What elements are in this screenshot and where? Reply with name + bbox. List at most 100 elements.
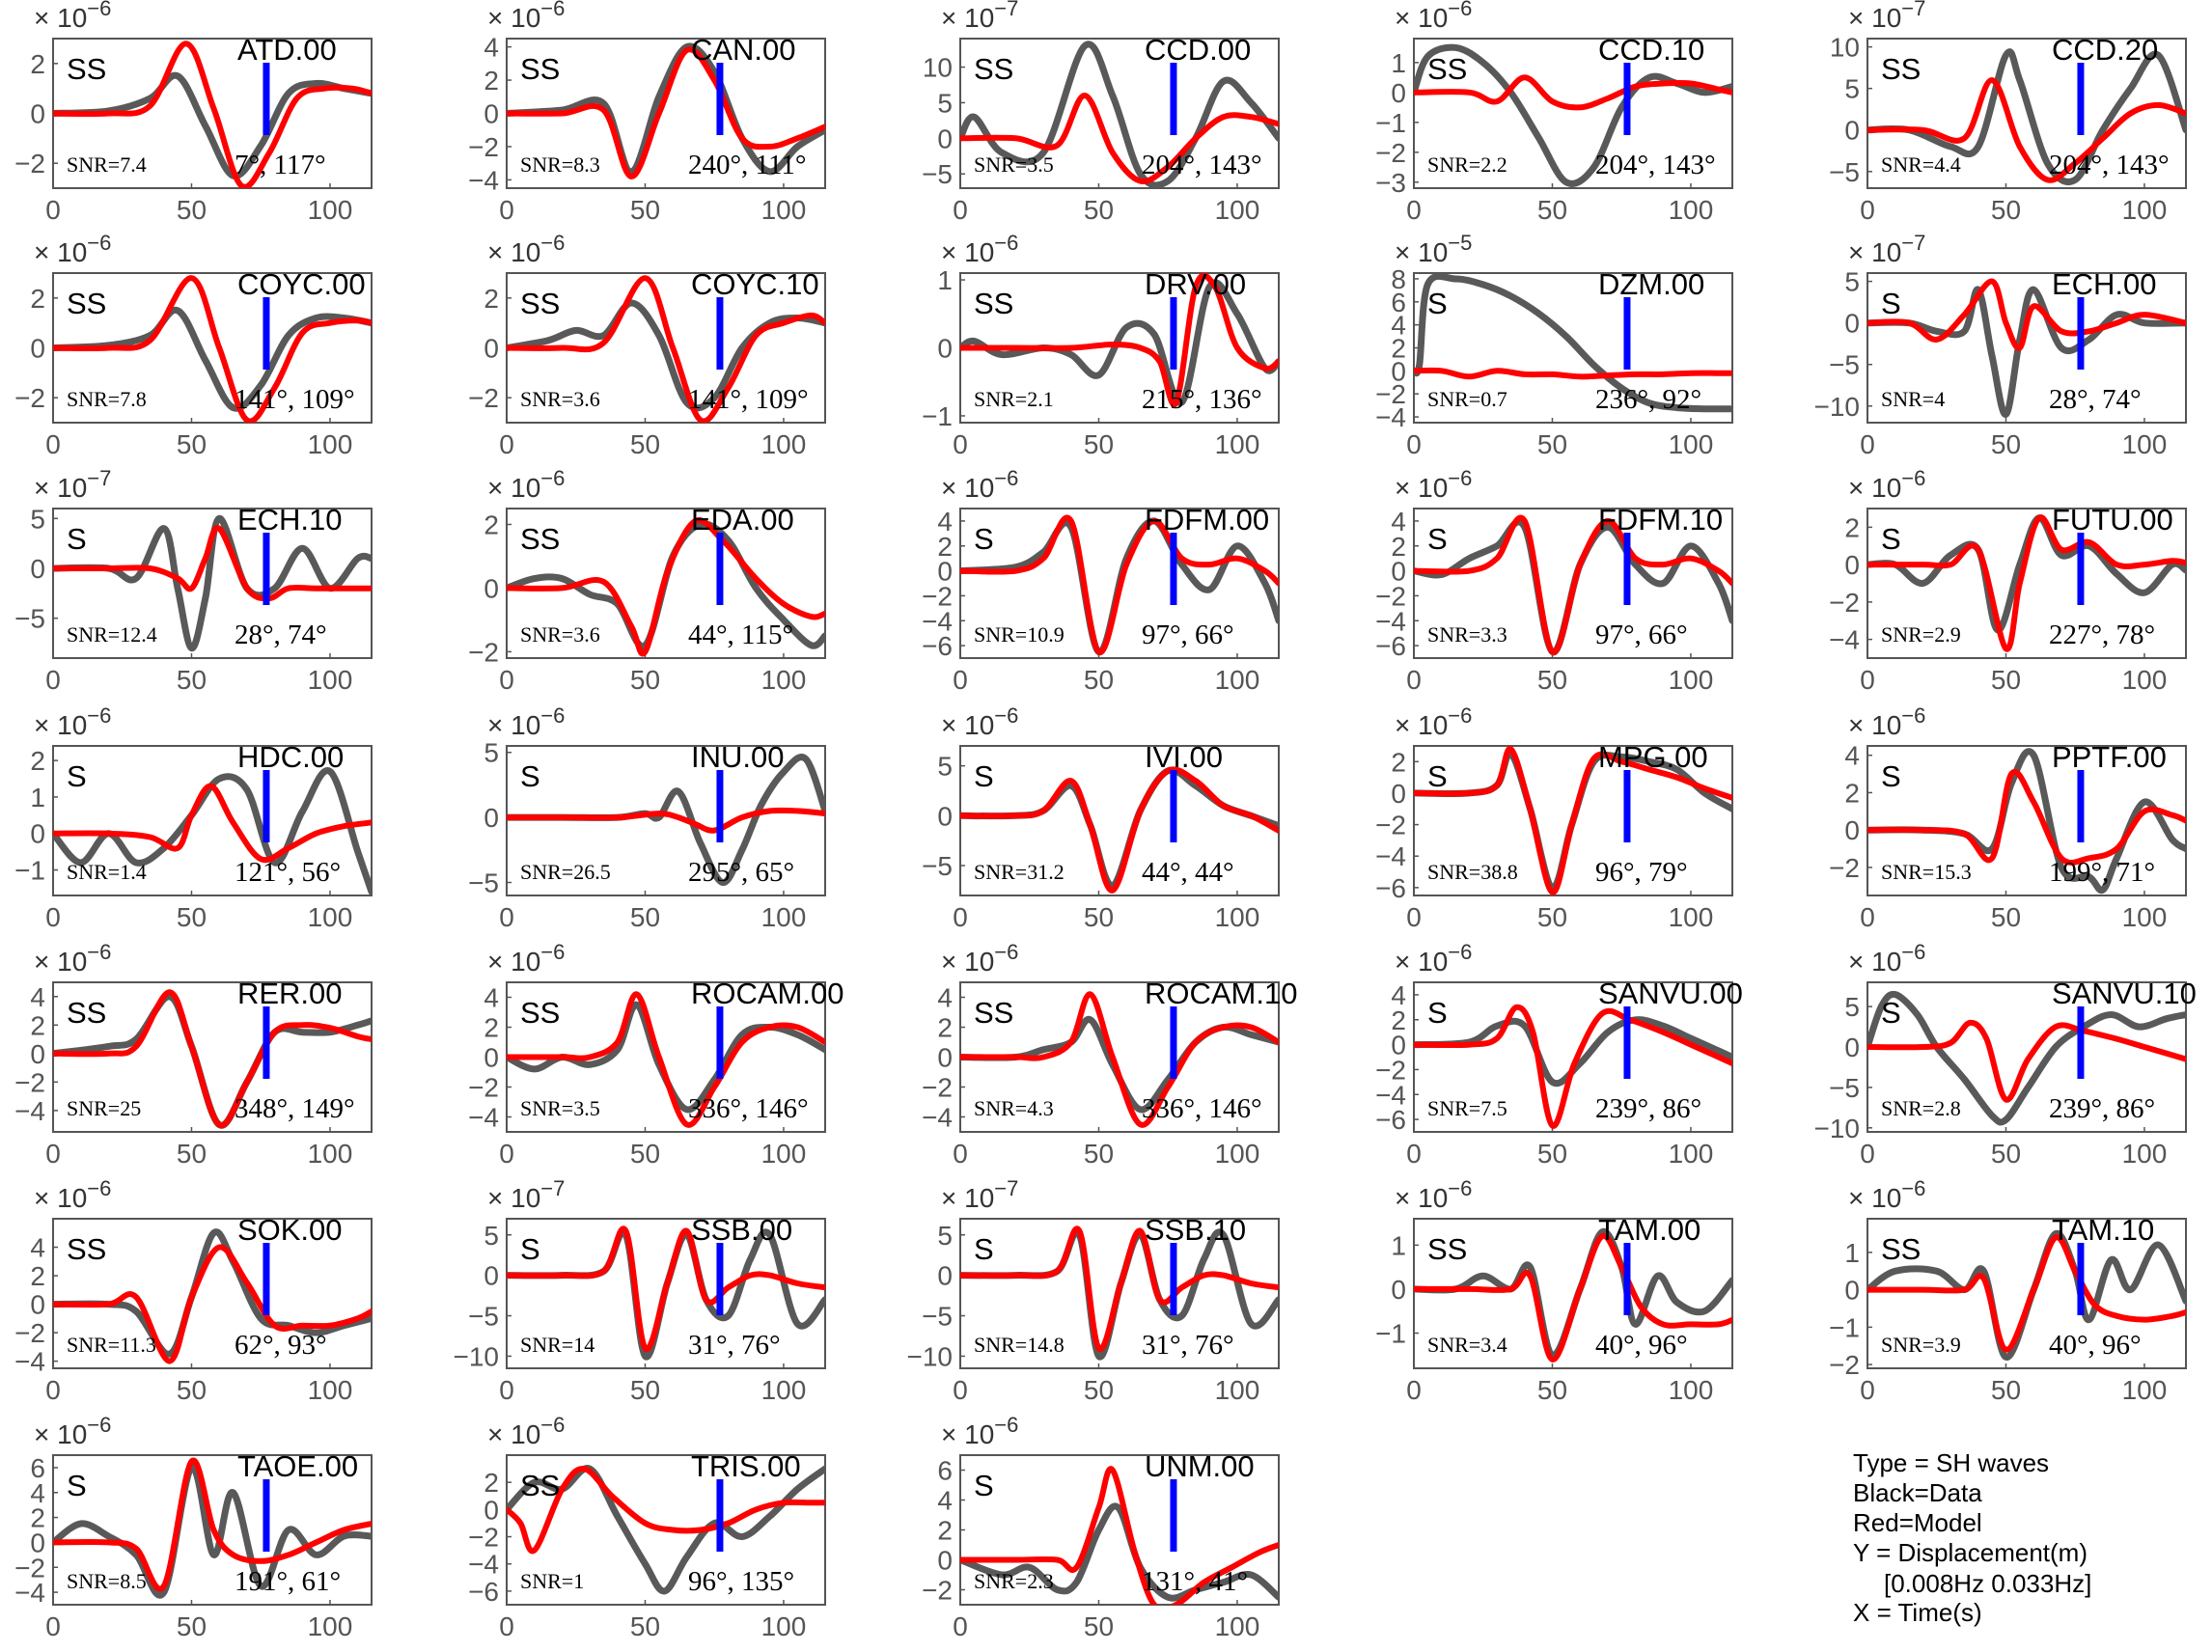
y-tick-label: 0 (30, 1039, 45, 1069)
y-exponent-label: × 10−6 (34, 0, 111, 33)
x-tick-label: 50 (630, 1611, 660, 1641)
y-tick-label: −2 (922, 1576, 953, 1606)
y-tick-label: 0 (30, 1528, 45, 1557)
x-tick-label: 100 (1669, 1375, 1714, 1405)
y-exponent-label: × 10−6 (1395, 703, 1472, 740)
panel-ech-10: 0 50 100 −5 0 5× 10−7 S ECH.10 SNR=12.4 28°, 74° (14, 466, 373, 695)
model-waveform-line (1414, 1232, 1732, 1363)
angles-label: 97°, 66° (1595, 620, 1688, 650)
x-tick-label: 100 (308, 1375, 353, 1405)
y-exponent-label: × 10−6 (1848, 1176, 1925, 1213)
y-tick-label: −5 (1829, 1073, 1860, 1103)
snr-label: SNR=15.3 (1881, 860, 1972, 884)
x-tick-label: 50 (630, 195, 660, 225)
x-tick-label: 0 (1406, 1139, 1422, 1169)
panel-futu-00: 0 50 100 −4 −2 0 2 × 10−6 S FUTU.00 SNR=2.9 227°, 7… (1829, 466, 2187, 695)
x-tick-label: 0 (953, 429, 968, 459)
station-label: COYC.10 (691, 267, 819, 301)
y-tick-label: 0 (30, 334, 45, 364)
x-tick-label: 50 (1084, 1139, 1114, 1169)
snr-label: SNR=3.4 (1427, 1333, 1507, 1357)
y-exponent-label: × 10−6 (1395, 940, 1472, 977)
y-tick-label: 0 (484, 1043, 499, 1073)
x-tick-label: 100 (1215, 665, 1260, 695)
x-tick-label: 50 (1991, 1375, 2021, 1405)
x-tick-label: 50 (630, 902, 660, 932)
snr-label: SNR=14.8 (974, 1333, 1065, 1357)
x-tick-label: 50 (177, 902, 207, 932)
x-tick-label: 100 (1669, 902, 1714, 932)
snr-label: SNR=11.3 (67, 1333, 156, 1357)
axes-box (506, 1454, 826, 1606)
phase-label: S (1881, 522, 1901, 556)
y-exponent-label: × 10−6 (34, 1413, 111, 1449)
x-tick-label: 0 (1860, 1139, 1875, 1169)
y-tick-label: −5 (922, 159, 953, 189)
y-tick-label: 0 (30, 1290, 45, 1320)
snr-label: SNR=2.8 (1881, 1096, 1961, 1120)
model-waveform-line (960, 1225, 1279, 1352)
panel-tam-10: 0 50 100 −2 −1 0 1 × 10−6 SS TAM.10 SNR=3.9 40°, 96… (1829, 1176, 2187, 1405)
y-tick-label: −4 (1829, 625, 1860, 655)
y-tick-label: −6 (468, 1577, 499, 1607)
y-tick-label: 2 (937, 1013, 953, 1043)
x-tick-label: 100 (308, 1611, 353, 1641)
y-tick-label: 0 (937, 1546, 953, 1576)
x-tick-label: 50 (1537, 902, 1567, 932)
x-tick-label: 0 (1406, 195, 1422, 225)
angles-label: 204°, 143° (2049, 150, 2170, 180)
x-tick-label: 50 (1991, 429, 2021, 459)
x-tick-label: 50 (177, 665, 207, 695)
x-tick-label: 100 (2122, 1139, 2168, 1169)
angles-label: 97°, 66° (1142, 620, 1234, 650)
y-tick-label: −2 (14, 1553, 45, 1583)
angles-label: 239°, 86° (1595, 1093, 1701, 1124)
phase-label: S (520, 1232, 540, 1266)
phase-label: SS (520, 1469, 560, 1502)
x-tick-label: 0 (953, 195, 968, 225)
y-tick-label: 0 (1844, 815, 1860, 845)
station-label: ROCAM.10 (1145, 977, 1297, 1010)
y-tick-label: 0 (1391, 779, 1406, 809)
y-tick-label: 0 (30, 99, 45, 129)
axes-box (52, 981, 373, 1133)
y-tick-label: −2 (1829, 1350, 1860, 1380)
angles-label: 204°, 143° (1142, 150, 1262, 180)
legend-line: Type = SH waves (1853, 1448, 2049, 1477)
x-tick-label: 50 (1084, 1611, 1114, 1641)
panel-ech-00: 0 50 100 −10 −5 0 5× 10−7 S ECH.00 SNR=4 28°, 74° (1814, 231, 2187, 459)
station-label: SANVU.00 (1598, 977, 1743, 1010)
phase-label: S (520, 759, 540, 793)
y-exponent-label: × 10−6 (487, 466, 565, 503)
y-tick-label: −6 (1375, 631, 1406, 661)
x-tick-label: 0 (1860, 665, 1875, 695)
model-waveform-line (53, 1244, 372, 1364)
snr-label: SNR=4.3 (974, 1096, 1054, 1120)
model-waveform-line (1414, 367, 1732, 380)
snr-label: SNR=7.5 (1427, 1096, 1507, 1120)
angles-label: 348°, 149° (235, 1093, 355, 1124)
y-exponent-label: × 10−6 (941, 466, 1018, 503)
x-tick-label: 100 (1215, 1375, 1260, 1405)
station-label: CCD.20 (2052, 33, 2158, 67)
y-tick-label: 0 (937, 1261, 953, 1291)
y-tick-label: −1 (14, 856, 45, 886)
y-tick-label: 0 (484, 803, 499, 833)
x-tick-label: 100 (1215, 195, 1260, 225)
x-tick-label: 0 (45, 902, 61, 932)
x-tick-label: 0 (45, 429, 61, 459)
data-waveform-line (960, 41, 1279, 188)
y-tick-label: 0 (1391, 356, 1406, 386)
y-tick-label: 2 (1391, 334, 1406, 364)
y-tick-label: 4 (30, 1478, 45, 1508)
x-tick-label: 100 (1669, 665, 1714, 695)
phase-label: S (1881, 996, 1901, 1030)
y-exponent-label: × 10−6 (941, 703, 1018, 740)
model-waveform-line (507, 1225, 825, 1352)
x-tick-label: 100 (1215, 429, 1260, 459)
y-tick-label: 0 (1844, 550, 1860, 580)
station-label: SANVU.10 (2052, 977, 2197, 1010)
